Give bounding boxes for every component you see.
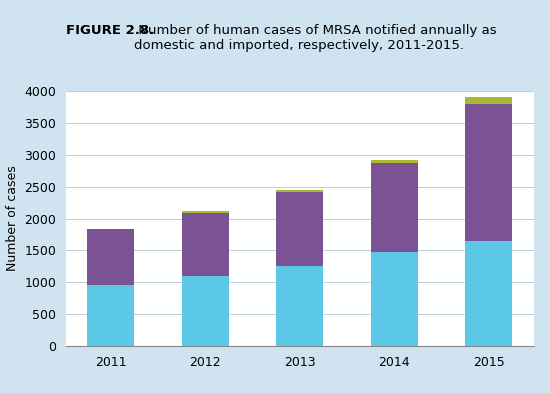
Bar xyxy=(182,276,229,346)
Bar xyxy=(465,241,512,346)
Legend: Domestic, Imported, No data: Domestic, Imported, No data xyxy=(162,390,437,393)
Bar xyxy=(465,97,512,104)
Bar xyxy=(182,211,229,213)
Bar xyxy=(371,160,418,163)
Bar xyxy=(276,191,323,266)
Bar xyxy=(371,252,418,346)
Bar xyxy=(371,163,418,252)
Bar xyxy=(87,229,134,230)
Bar xyxy=(87,285,134,346)
Bar xyxy=(276,266,323,346)
Bar xyxy=(465,104,512,241)
Bar xyxy=(182,213,229,276)
Y-axis label: Number of cases: Number of cases xyxy=(6,166,19,272)
Text: Number of human cases of MRSA notified annually as
domestic and imported, respec: Number of human cases of MRSA notified a… xyxy=(134,24,497,52)
Text: FIGURE 2.8.: FIGURE 2.8. xyxy=(66,24,154,37)
Bar xyxy=(276,190,323,191)
Bar xyxy=(87,230,134,285)
